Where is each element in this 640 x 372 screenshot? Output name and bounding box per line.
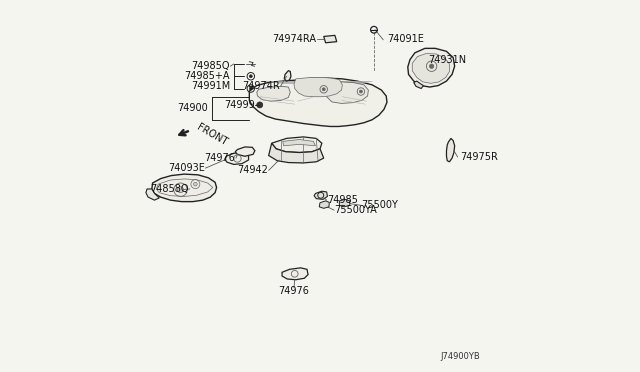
- Circle shape: [322, 88, 325, 91]
- Polygon shape: [314, 191, 328, 199]
- Text: 74985+A: 74985+A: [184, 71, 230, 81]
- Polygon shape: [324, 35, 337, 43]
- Polygon shape: [294, 77, 342, 97]
- Polygon shape: [412, 54, 449, 83]
- Polygon shape: [235, 147, 255, 156]
- Polygon shape: [152, 174, 216, 202]
- Polygon shape: [408, 48, 454, 87]
- Circle shape: [250, 75, 252, 78]
- Text: 74999: 74999: [224, 100, 255, 110]
- Polygon shape: [283, 140, 316, 146]
- Text: 74974RA: 74974RA: [272, 34, 316, 44]
- Polygon shape: [326, 82, 369, 103]
- Text: 74991M: 74991M: [191, 81, 230, 90]
- Circle shape: [257, 102, 262, 108]
- Polygon shape: [413, 81, 424, 89]
- Polygon shape: [257, 86, 291, 101]
- Text: 74858Q: 74858Q: [150, 184, 189, 194]
- Text: 74931N: 74931N: [428, 55, 466, 64]
- Polygon shape: [319, 201, 330, 208]
- Text: 74985: 74985: [328, 195, 358, 205]
- Polygon shape: [282, 268, 308, 280]
- Circle shape: [429, 64, 434, 68]
- Polygon shape: [225, 153, 248, 164]
- Circle shape: [193, 182, 197, 186]
- Polygon shape: [339, 199, 349, 207]
- Text: 74976: 74976: [204, 153, 235, 163]
- Text: 74974R: 74974R: [242, 81, 280, 91]
- Circle shape: [250, 87, 252, 90]
- Text: 74093E: 74093E: [168, 163, 205, 173]
- Text: 74976: 74976: [278, 286, 309, 296]
- Text: 74942: 74942: [237, 166, 268, 175]
- Circle shape: [177, 187, 184, 193]
- Text: 75500YA: 75500YA: [334, 205, 377, 215]
- Polygon shape: [447, 138, 454, 162]
- Polygon shape: [250, 78, 387, 126]
- Polygon shape: [269, 143, 324, 163]
- Polygon shape: [271, 137, 322, 153]
- Text: 74985Q: 74985Q: [191, 61, 230, 71]
- Text: FRONT: FRONT: [195, 122, 229, 147]
- Text: 74975R: 74975R: [461, 152, 499, 162]
- Polygon shape: [284, 71, 291, 81]
- Text: 74900: 74900: [178, 103, 209, 113]
- Text: J74900YB: J74900YB: [440, 352, 480, 361]
- Text: 75500Y: 75500Y: [362, 201, 399, 210]
- Text: 74091E: 74091E: [387, 34, 424, 44]
- Circle shape: [360, 90, 362, 93]
- Polygon shape: [146, 189, 159, 200]
